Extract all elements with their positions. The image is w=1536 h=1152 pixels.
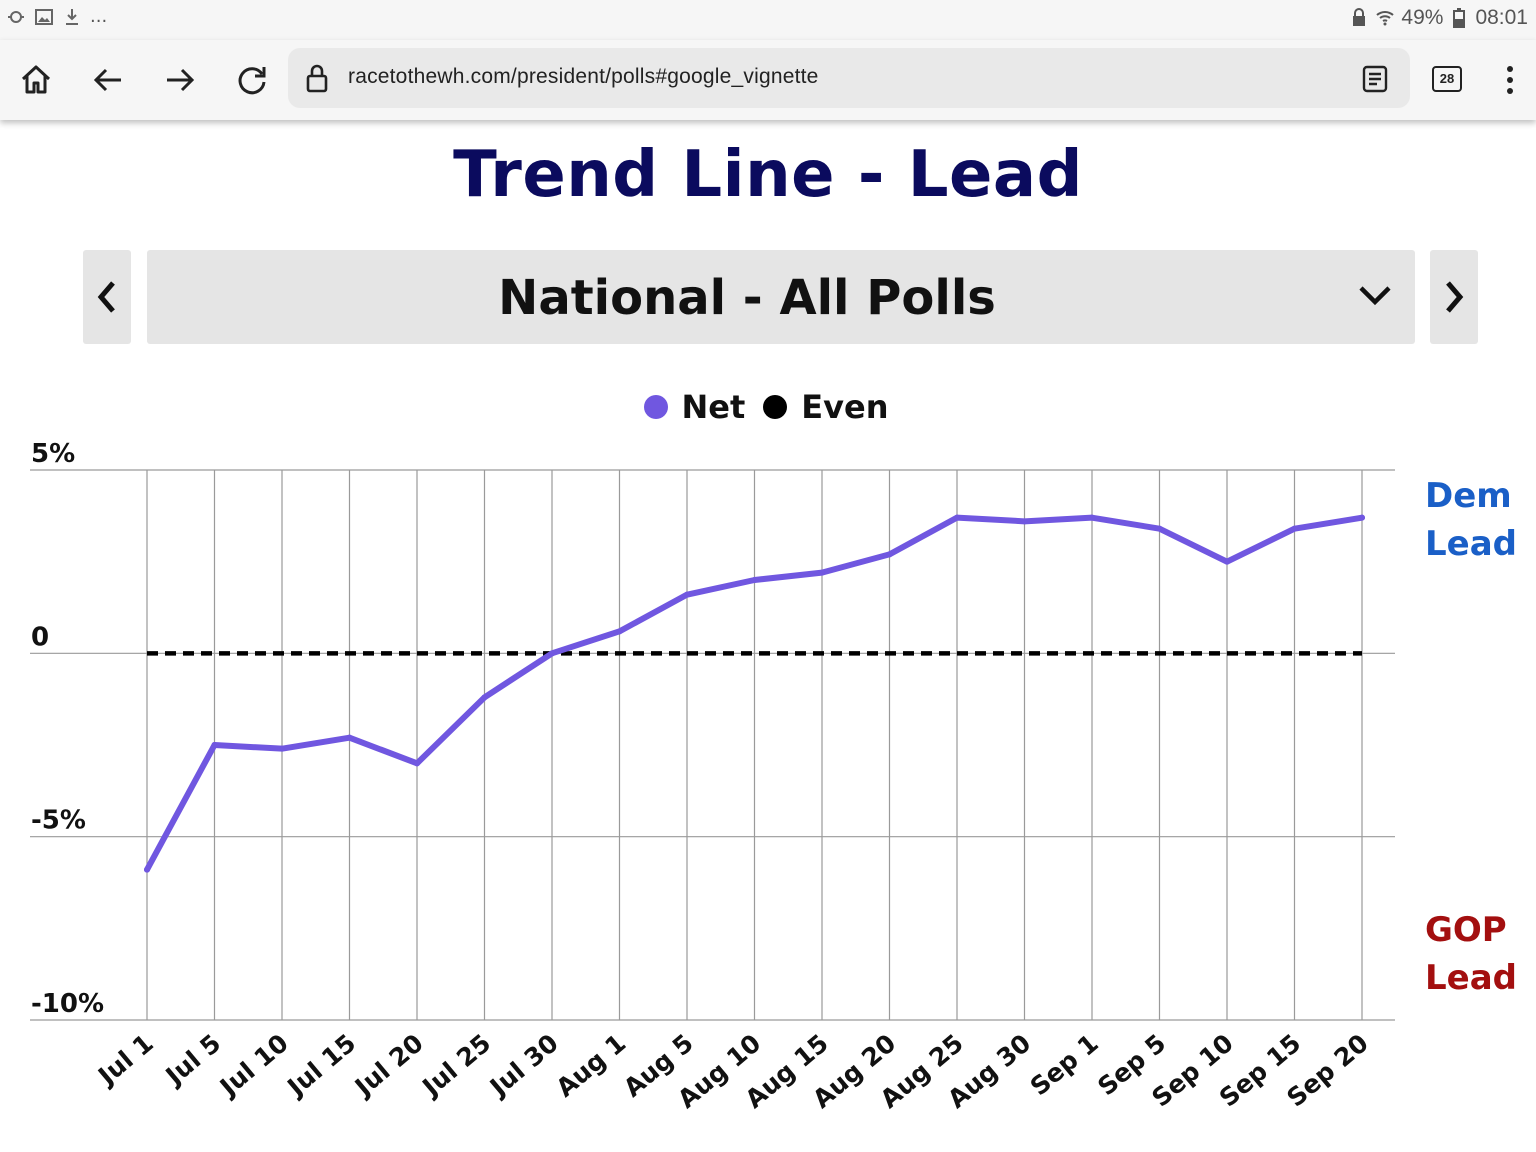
legend-label-even: Even [801, 388, 889, 426]
status-more: ... [90, 6, 108, 27]
x-tick-label: Jul 30 [483, 1028, 564, 1102]
tabs-button[interactable]: 28 [1432, 66, 1462, 92]
net-data-point [481, 694, 488, 701]
legend-marker-net [643, 395, 668, 419]
dem-lead-line2: Lead [1425, 524, 1518, 564]
status-left: ... [6, 6, 107, 27]
status-right: 49% 08:01 [1349, 6, 1528, 30]
x-tick-label: Sep 1 [1025, 1028, 1104, 1101]
net-data-point [1359, 514, 1365, 521]
net-data-point [616, 628, 623, 635]
legend-item-net[interactable]: Net [643, 388, 746, 426]
chevron-right-icon [1446, 281, 1464, 313]
chevron-down-icon [1359, 286, 1391, 306]
net-data-point [751, 577, 758, 583]
net-data-point [954, 514, 960, 521]
download-icon [62, 7, 82, 27]
arrow-right-icon [167, 68, 195, 92]
home-button[interactable] [14, 58, 58, 102]
net-data-point [211, 742, 218, 748]
sync-icon [6, 7, 26, 27]
y-tick-label: -5% [31, 806, 86, 836]
back-button[interactable] [86, 58, 130, 102]
battery-icon [1449, 8, 1469, 28]
dem-lead-line1: Dem [1425, 476, 1512, 516]
selector-value: National - All Polls [498, 270, 996, 326]
x-tick-label: Jul 10 [213, 1028, 294, 1102]
next-button[interactable] [1430, 250, 1478, 344]
reload-icon [238, 67, 266, 95]
legend-item-even[interactable]: Even [763, 388, 888, 426]
clock: 08:01 [1475, 6, 1528, 29]
wifi-icon [1375, 8, 1395, 28]
net-data-point [1089, 514, 1095, 521]
arrow-left-icon [93, 68, 121, 92]
chevron-left-icon [97, 281, 115, 313]
net-data-point [1021, 518, 1028, 525]
dem-lead-label: Dem Lead [1425, 472, 1517, 568]
net-data-point [819, 569, 825, 576]
net-data-point [279, 745, 285, 752]
browser-toolbar: racetothewh.com/president/polls#google_v… [0, 40, 1536, 120]
x-tick-label: Jul 25 [416, 1028, 497, 1102]
net-data-point [549, 650, 555, 657]
net-data-point [1291, 525, 1298, 532]
y-tick-label: 0 [31, 622, 49, 652]
status-bar: ... 49% 08:01 [0, 0, 1536, 40]
legend-label-net: Net [681, 388, 746, 426]
lock-status-icon [1349, 8, 1369, 28]
y-tick-label: 5% [31, 439, 75, 469]
menu-button[interactable] [1488, 58, 1532, 102]
battery-percent: 49% [1401, 6, 1444, 29]
reload-button[interactable] [230, 58, 274, 102]
lock-icon [306, 64, 328, 93]
image-icon [34, 7, 54, 27]
legend-marker-even [763, 395, 788, 419]
gop-lead-label: GOP Lead [1425, 906, 1517, 1002]
net-data-point [886, 551, 893, 558]
home-icon [21, 65, 51, 94]
net-data-point [414, 760, 420, 767]
address-bar[interactable]: racetothewh.com/president/polls#google_v… [288, 48, 1410, 108]
x-tick-label: Jul 1 [91, 1028, 159, 1091]
net-data-point [144, 866, 150, 873]
x-tick-label: Aug 1 [551, 1028, 632, 1102]
y-tick-label: -10% [31, 989, 104, 1019]
net-data-point [1156, 525, 1163, 532]
url-text[interactable]: racetothewh.com/president/polls#google_v… [348, 65, 819, 88]
gop-lead-line2: Lead [1425, 958, 1518, 998]
more-vertical-icon [1507, 66, 1513, 94]
forward-button[interactable] [158, 58, 202, 102]
x-tick-label: Jul 20 [348, 1028, 429, 1102]
net-data-point [346, 734, 353, 741]
prev-button[interactable] [83, 250, 131, 344]
chart-legend: Net Even [0, 388, 1536, 426]
reader-mode-icon[interactable] [1362, 65, 1388, 93]
x-tick-label: Jul 15 [281, 1028, 362, 1102]
page-title: Trend Line - Lead [453, 138, 1083, 212]
poll-selector[interactable]: National - All Polls [147, 250, 1415, 344]
net-data-point [1224, 558, 1230, 565]
net-data-point [684, 591, 690, 598]
gop-lead-line1: GOP [1425, 910, 1507, 950]
